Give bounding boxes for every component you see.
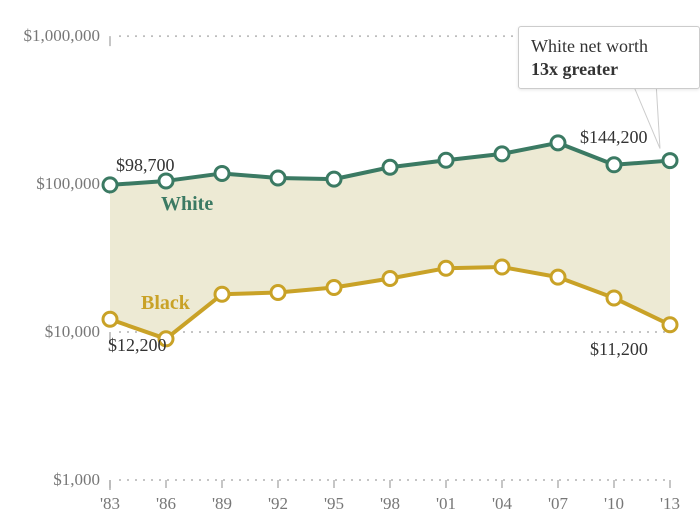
point-label-black-last: $11,200: [590, 339, 648, 360]
y-tick-label: $1,000,000: [0, 26, 100, 46]
series-label-white: White: [161, 193, 213, 216]
x-tick-label: '07: [548, 494, 568, 514]
x-tick-label: '98: [380, 494, 400, 514]
callout-box: White net worth 13x greater: [518, 26, 700, 89]
point-label-black-first: $12,200: [108, 335, 167, 356]
point-label-white-last: $144,200: [580, 127, 648, 148]
callout-line1: White net worth: [531, 36, 648, 56]
point-label-white-first: $98,700: [116, 155, 175, 176]
y-tick-label: $100,000: [0, 174, 100, 194]
x-tick-label: '10: [604, 494, 624, 514]
x-tick-label: '86: [156, 494, 176, 514]
x-tick-label: '04: [492, 494, 512, 514]
callout-line2: 13x greater: [531, 59, 618, 79]
x-tick-label: '89: [212, 494, 232, 514]
x-tick-label: '95: [324, 494, 344, 514]
series-label-black: Black: [141, 292, 190, 315]
x-tick-label: '92: [268, 494, 288, 514]
y-tick-label: $1,000: [0, 470, 100, 490]
x-tick-label: '01: [436, 494, 456, 514]
x-tick-label: '83: [100, 494, 120, 514]
y-tick-label: $10,000: [0, 322, 100, 342]
x-tick-label: '13: [660, 494, 680, 514]
